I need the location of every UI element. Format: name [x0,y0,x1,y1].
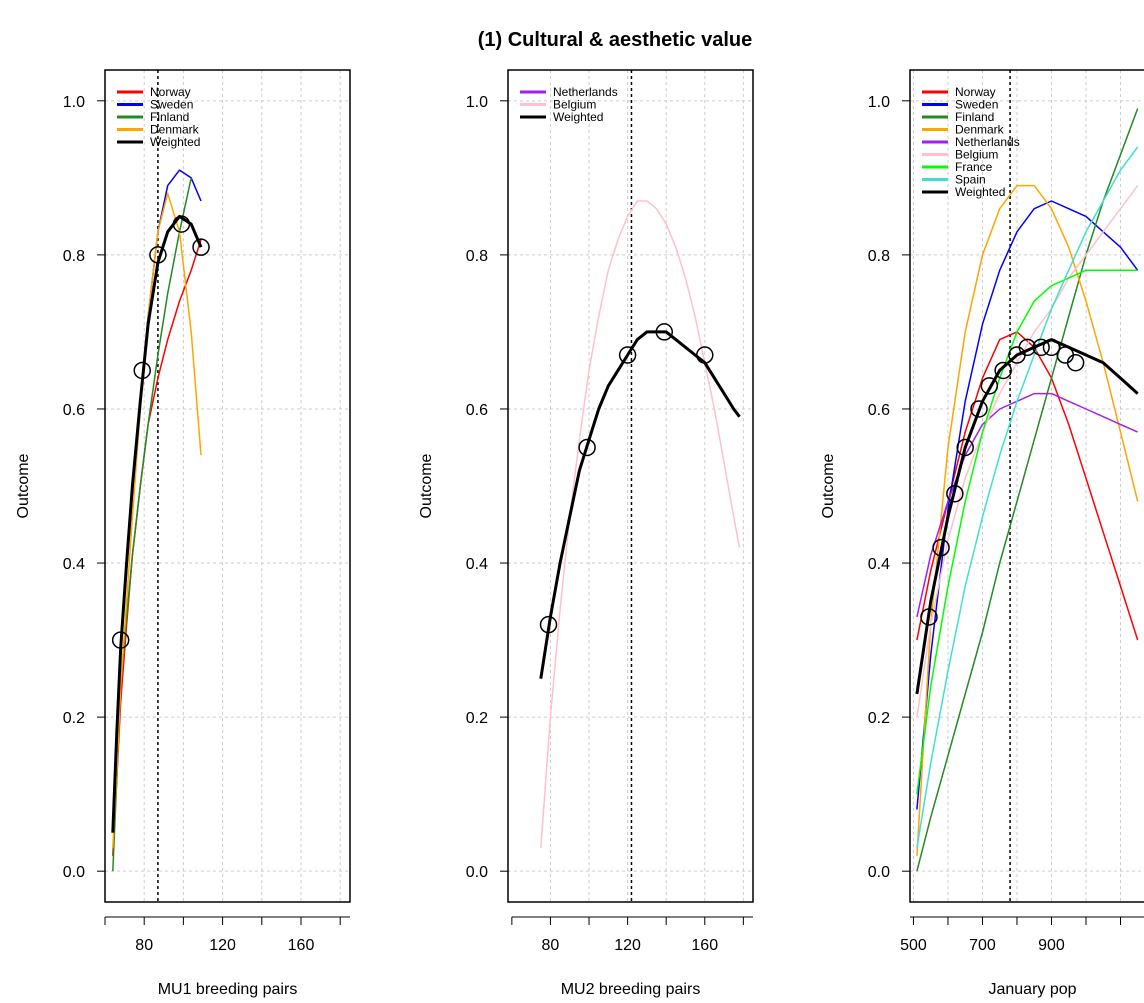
panel-2-ytick-label: 0.2 [466,710,488,727]
panel-3-line-weighted [915,338,1139,695]
panel-3-frame [909,69,1144,903]
panel-3-marker [1056,346,1075,364]
panel-3-line-norway [916,331,1139,641]
panel-3-legend-label: Sweden [955,98,998,112]
panel-2-xtick-label: 120 [614,937,641,954]
panel-3-legend-label: Norway [955,85,996,99]
panel-3-line-spain [916,146,1139,849]
panel-1-legend-label: Denmark [150,123,200,137]
panel-1-ytick-label: 0.8 [63,248,85,265]
panel-3-ytick-label: 0.0 [868,864,890,881]
panel-3-legend-label: Denmark [955,123,1005,137]
panel-3-ytick-label: 0.4 [868,556,890,573]
panel-3-ytick-label: 1.0 [868,94,890,111]
panel-3-legend-label: Weighted [955,185,1005,199]
panel-2-ytick-label: 0.0 [466,864,488,881]
panel-2-legend-label: Netherlands [553,85,618,99]
panel-3-xtick-label: 700 [969,937,996,954]
panel-1-ylabel: Outcome [15,453,32,518]
panel-2-marker [696,346,714,364]
panel-1-xtick-label: 120 [209,937,236,954]
panel-1-marker [172,215,191,233]
panel-1-ytick-label: 1.0 [63,94,85,111]
panel-2-legend-label: Belgium [553,98,596,112]
panel-2-xtick-label: 160 [691,937,718,954]
panel-1-xtick-label: 160 [288,937,315,954]
panel-3-marker [932,538,950,557]
panel-3-line-france [916,269,1138,795]
panel-1-marker [133,361,151,380]
panel-1-legend-label: Sweden [150,98,193,112]
panel-1-marker [192,238,210,256]
panel-1-frame [104,69,351,903]
panel-1-line-norway [112,239,202,856]
panel-3-marker [980,377,999,395]
panel-3-legend-label: France [955,160,993,174]
panel-2-line-weighted [539,330,741,679]
panel-1-marker [149,246,167,264]
panel-1-legend-label: Finland [150,110,189,124]
panel-2-xtick-label: 80 [542,937,560,954]
panel-3-line-finland [916,108,1139,872]
panel-2-ytick-label: 0.4 [466,556,488,573]
panel-1-ytick-label: 0.0 [63,864,85,881]
panel-2-ytick-label: 0.6 [466,402,488,419]
panel-2-marker [539,615,558,634]
panel-2-ytick-label: 0.8 [466,248,488,265]
panel-1-legend-label: Norway [150,85,191,99]
panel-2-marker [578,438,596,457]
figure-title: (1) Cultural & aesthetic value [478,29,753,51]
panel-2-frame [507,69,754,903]
panel-3-marker [956,438,974,457]
panel-1-ytick-label: 0.4 [63,556,85,573]
panel-3-marker [946,484,964,503]
panel-3-xlabel: January pop [988,981,1076,998]
panel-3-line-denmark [916,184,1139,856]
panel-3: 0.0 0.2 0.4 0.6 0.8 1.0 500 700 900 January pop Ou… [820,69,1144,998]
panel-3-marker [1042,338,1061,357]
panel-1-series [111,169,210,872]
panel-1-ytick-label: 0.6 [63,402,85,419]
panel-2-marker [655,323,674,341]
panel-3-marker [994,361,1012,380]
panel-1-line-denmark [112,192,202,849]
panel-3-ytick-label: 0.8 [868,248,890,265]
panel-1-xlabel: MU1 breeding pairs [158,981,298,998]
panel-3-line-netherlands [916,392,1139,618]
panel-3-legend-label: Spain [955,173,986,187]
panel-2-legend-label: Weighted [553,110,603,124]
panel-3-line-sweden [916,200,1139,810]
panel-1-xtick-label: 80 [135,937,153,954]
panel-1: 0.0 0.2 0.4 0.6 0.8 1.0 80 120 160 MU1 breeding p… [15,69,351,998]
panel-2-ylabel: Outcome [418,453,435,518]
panel-3-ytick-label: 0.6 [868,402,890,419]
panel-2-xlabel: MU2 breeding pairs [561,981,701,998]
panel-2-line-belgium [540,200,741,849]
panel-1-marker [111,631,130,649]
panel-3-legend-label: Belgium [955,148,998,162]
panel-1-ytick-label: 0.2 [63,710,85,727]
panel-3-marker [1066,353,1085,372]
panel-3-series [915,108,1139,872]
panel-3-ylabel: Outcome [820,453,837,518]
panel-3-legend-label: Netherlands [955,135,1020,149]
panel-3-marker [1018,338,1037,357]
panel-3-xtick-label: 500 [900,937,927,954]
panel-2-ytick-label: 1.0 [466,94,488,111]
panel-3-legend-label: Finland [955,110,994,124]
panel-3-line-belgium [916,185,1139,718]
panel-3-ytick-label: 0.2 [868,710,890,727]
panel-2-marker [618,346,637,364]
panel-3-xtick-label: 900 [1038,937,1065,954]
panel-2: 0.0 0.2 0.4 0.6 0.8 1.0 80 120 160 MU2 breeding p… [418,69,754,998]
panel-1-legend-label: Weighted [150,135,200,149]
panel-2-series [539,200,741,849]
panel-3-marker [1032,338,1050,357]
panel-3-marker [920,608,938,626]
panel-3-marker [970,400,988,418]
